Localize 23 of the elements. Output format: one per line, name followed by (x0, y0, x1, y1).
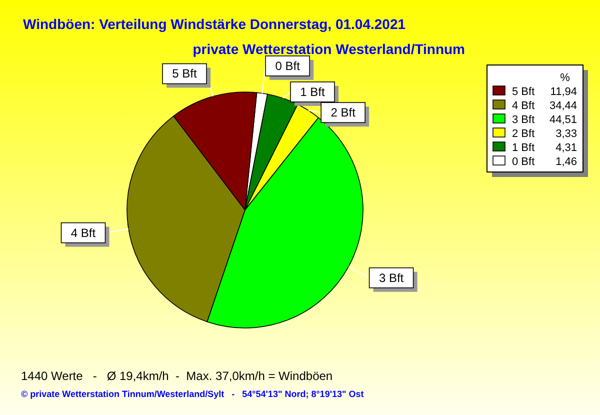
legend-title: % (560, 72, 570, 84)
text: 1440 Werte - Ø 19,4km/h - Max. 37,0km/h = Windböen (21, 369, 333, 383)
slice-label: 5 Bft (172, 66, 198, 81)
data-label: 1,46 (556, 156, 577, 168)
legend-label: 0 Bft (512, 156, 535, 168)
legend-label: 5 Bft (512, 86, 535, 98)
chart-title: Windböen: Verteilung Windstärke Donnerstag, 01.04.2021 (23, 16, 406, 32)
legend-label: 2 Bft (512, 128, 535, 140)
slice-label: 1 Bft (300, 84, 326, 99)
chart-subtitle: private Wetterstation Westerland/Tinnum (192, 41, 465, 57)
data-label: 3,33 (556, 128, 577, 140)
legend-label: 3 Bft (512, 114, 535, 126)
text: © private Wetterstation Tinnum/Westerland/Sylt - 54°54'13" Nord; 8°19'13" Ost (21, 389, 364, 399)
slice-label: 2 Bft (330, 106, 356, 120)
slice-label: 0 Bft (275, 58, 301, 73)
legend-label: 4 Bft (512, 100, 535, 112)
slice-label: 4 Bft (70, 226, 96, 240)
legend-label: 1 Bft (512, 142, 535, 154)
data-label: 4,31 (556, 142, 577, 154)
data-label: 34,44 (549, 100, 577, 112)
data-label: 44,51 (549, 114, 577, 126)
slice-label: 3 Bft (378, 270, 404, 285)
data-label: 11,94 (550, 86, 577, 98)
